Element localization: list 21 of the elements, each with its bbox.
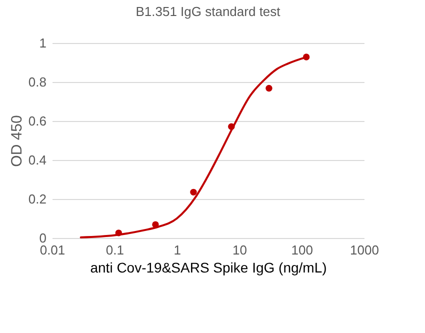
chart-title: B1.351 IgG standard test [136,4,281,19]
point [152,221,159,228]
x-tick-label: 10 [232,242,247,258]
y-tick-label: 0.2 [28,192,46,206]
point [228,123,235,130]
x-tick-label: 0.01 [40,242,66,258]
x-tick-label: 100 [291,242,313,258]
y-tick-label: 0.4 [28,152,46,168]
point [266,84,272,92]
y-tick-label: 0 [39,230,46,246]
point [115,230,122,236]
x-tick-label: 1 [174,242,181,258]
y-tick-label: 0.8 [28,74,46,90]
x-axis-title: anti Cov-19&SARS Spike IgG (ng/mL) [90,260,327,276]
point [302,54,310,60]
y-tick-label: 0.6 [28,114,46,128]
x-tick-label: 1000 [350,242,379,258]
x-tick-label: 0.1 [106,242,124,258]
point [190,188,197,196]
y-axis-title: OD 450 [8,115,26,167]
y-tick-label: 1 [39,36,46,50]
